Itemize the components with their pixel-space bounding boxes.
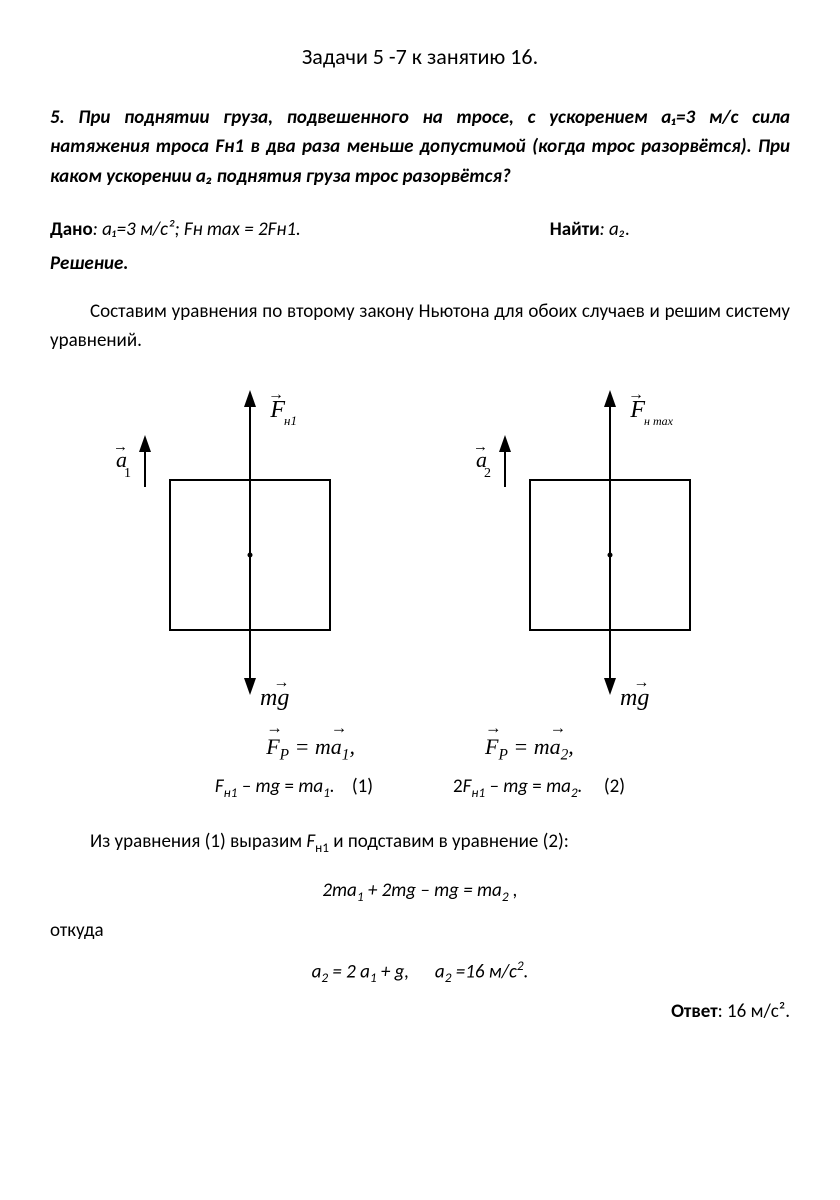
equation-4: a2 = 2 a1 + g, a2 =16 м/с2.	[50, 956, 790, 988]
svg-text:2: 2	[484, 466, 491, 481]
diagram-row: a→ 1 F→ н1 mg→ a→ 2 F→ н max mg→	[50, 375, 790, 715]
svg-text:1: 1	[124, 466, 131, 481]
given-label: Дано	[50, 218, 93, 241]
given-find-row: Дано: a₁=3 м/с²; Fн max = 2Fн1. Найти: a…	[50, 216, 790, 245]
find-text: : a₂.	[600, 218, 630, 241]
page-title: Задачи 5 -7 к занятию 16.	[50, 40, 790, 73]
svg-text:mg→: mg→	[620, 674, 649, 711]
problem-statement: 5. При поднятии груза, подвешенного на т…	[50, 103, 790, 191]
body-text-2: Из уравнения (1) выразим Fн1 и подставим…	[50, 828, 790, 858]
solution-label: Решение.	[50, 250, 790, 279]
given-block: Дано: a₁=3 м/с²; Fн max = 2Fн1.	[50, 216, 550, 245]
svg-text:н max: н max	[644, 414, 674, 428]
body-text-1: Составим уравнения по второму закону Нью…	[50, 298, 790, 355]
eq-scalar-2: 2Fн1 – mg = ma2. (2)	[453, 773, 625, 803]
scalar-equations: Fн1 – mg = ma1. (1) 2Fн1 – mg = ma2. (2)	[50, 773, 790, 803]
eq-fp-2: FP = ma2,	[485, 730, 574, 767]
answer-line: Ответ: 16 м/с².	[50, 998, 790, 1027]
free-body-diagram-1: a→ 1 F→ н1 mg→	[100, 375, 360, 715]
eq-fp-1: FP = ma1,	[266, 730, 355, 767]
whence-label: откуда	[50, 917, 790, 946]
find-block: Найти: a₂.	[550, 216, 790, 245]
answer-value: : 16 м/с².	[718, 1000, 790, 1023]
eq-scalar-1: Fн1 – mg = ma1. (1)	[215, 773, 373, 803]
svg-text:н1: н1	[284, 413, 297, 428]
find-label: Найти	[550, 218, 600, 241]
free-body-diagram-2: a→ 2 F→ н max mg→	[460, 375, 740, 715]
svg-text:mg→: mg→	[260, 674, 289, 711]
svg-text:F→: F→	[268, 386, 285, 423]
given-text: : a₁=3 м/с²; Fн max = 2Fн1.	[93, 218, 301, 241]
equation-3: 2ma1 + 2mg – mg = ma2 ,	[50, 877, 790, 907]
vector-equations: FP = ma1, FP = ma2,	[50, 730, 790, 767]
svg-text:F→: F→	[628, 386, 645, 423]
answer-label: Ответ	[671, 1000, 718, 1023]
